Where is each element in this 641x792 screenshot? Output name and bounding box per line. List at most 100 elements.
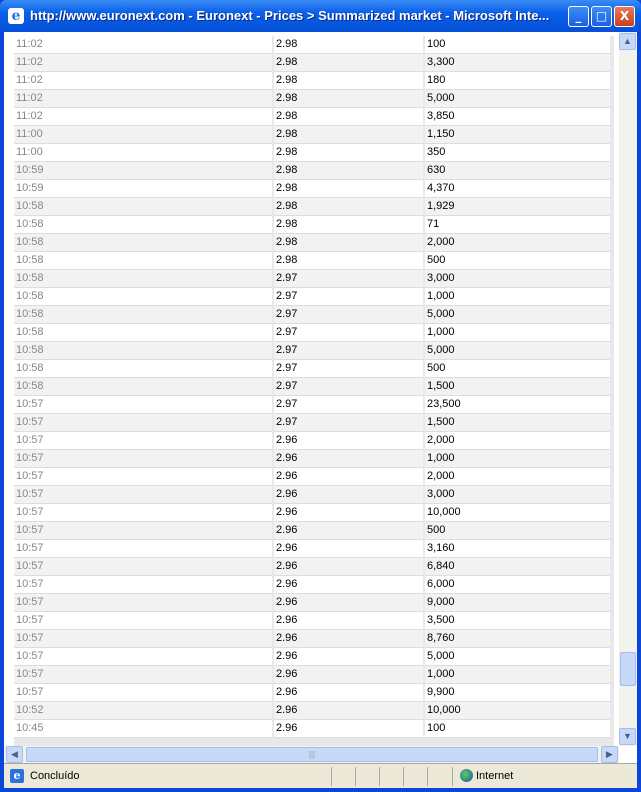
- volume-cell: 100: [425, 36, 610, 54]
- table-row: 10:58 2.98 71: [14, 216, 614, 234]
- scroll-down-icon[interactable]: ▼: [619, 728, 636, 745]
- time-cell: 11:02: [14, 36, 272, 54]
- table-row: 11:02 2.98 3,850: [14, 108, 614, 126]
- price-cell: 2.98: [274, 252, 423, 270]
- volume-cell: 2,000: [425, 432, 610, 450]
- volume-cell: 3,300: [425, 54, 610, 72]
- price-cell: 2.96: [274, 504, 423, 522]
- time-cell: 10:58: [14, 288, 272, 306]
- scroll-right-icon[interactable]: ▶: [601, 746, 618, 763]
- table-row: 10:58 2.97 5,000: [14, 306, 614, 324]
- volume-cell: 4,370: [425, 180, 610, 198]
- horizontal-scrollbar[interactable]: ◀ ||| ▶: [4, 746, 619, 763]
- price-cell: 2.96: [274, 432, 423, 450]
- time-cell: 10:57: [14, 540, 272, 558]
- volume-cell: 9,000: [425, 594, 610, 612]
- time-cell: 11:00: [14, 126, 272, 144]
- volume-cell: 180: [425, 72, 610, 90]
- time-cell: 10:57: [14, 414, 272, 432]
- price-cell: 2.98: [274, 108, 423, 126]
- table-row: 10:57 2.97 23,500: [14, 396, 614, 414]
- time-cell: 10:57: [14, 396, 272, 414]
- vertical-scrollbar[interactable]: ▲ ▼: [619, 32, 637, 746]
- volume-cell: 100: [425, 720, 610, 738]
- table-row: 10:57 2.96 3,000: [14, 486, 614, 504]
- volume-cell: 1,929: [425, 198, 610, 216]
- volume-cell: 1,000: [425, 666, 610, 684]
- volume-cell: 5,000: [425, 306, 610, 324]
- volume-cell: 3,160: [425, 540, 610, 558]
- volume-cell: 10,000: [425, 702, 610, 720]
- volume-cell: 500: [425, 360, 610, 378]
- window-title: http://www.euronext.com - Euronext - Pri…: [30, 8, 550, 23]
- volume-cell: 2,000: [425, 234, 610, 252]
- table-row: 10:59 2.98 630: [14, 162, 614, 180]
- internet-zone-globe-icon: [460, 769, 473, 782]
- table-row: 10:58 2.98 500: [14, 252, 614, 270]
- volume-cell: 6,000: [425, 576, 610, 594]
- price-cell: 2.97: [274, 270, 423, 288]
- close-button[interactable]: X: [614, 6, 635, 27]
- price-cell: 2.96: [274, 666, 423, 684]
- volume-cell: 1,000: [425, 324, 610, 342]
- page-content: 11:02 2.98 100 11:02 2.98 3,300 11:02 2.98 180 11…: [4, 32, 637, 763]
- scroll-up-icon[interactable]: ▲: [619, 33, 636, 50]
- price-cell: 2.98: [274, 234, 423, 252]
- title-bar: e http://www.euronext.com - Euronext - P…: [0, 0, 641, 32]
- maximize-button[interactable]: □: [591, 6, 612, 27]
- price-cell: 2.96: [274, 594, 423, 612]
- time-cell: 10:57: [14, 630, 272, 648]
- volume-cell: 3,850: [425, 108, 610, 126]
- volume-cell: 3,500: [425, 612, 610, 630]
- status-bar: e Concluído Internet: [4, 763, 637, 788]
- table-row: 10:58 2.97 1,500: [14, 378, 614, 396]
- horizontal-scroll-thumb[interactable]: |||: [26, 747, 598, 762]
- table-row: 10:58 2.98 2,000: [14, 234, 614, 252]
- price-cell: 2.97: [274, 396, 423, 414]
- price-cell: 2.96: [274, 648, 423, 666]
- volume-cell: 2,000: [425, 468, 610, 486]
- price-cell: 2.98: [274, 180, 423, 198]
- table-row: 10:58 2.97 5,000: [14, 342, 614, 360]
- time-cell: 10:45: [14, 720, 272, 738]
- time-cell: 10:57: [14, 558, 272, 576]
- price-cell: 2.98: [274, 162, 423, 180]
- time-cell: 11:02: [14, 90, 272, 108]
- table-row: 10:58 2.97 1,000: [14, 324, 614, 342]
- time-cell: 11:02: [14, 54, 272, 72]
- minimize-button[interactable]: _: [568, 6, 589, 27]
- status-text: Concluído: [30, 770, 80, 782]
- table-row: 10:57 2.96 1,000: [14, 666, 614, 684]
- price-cell: 2.96: [274, 486, 423, 504]
- table-row: 10:57 2.96 3,160: [14, 540, 614, 558]
- price-cell: 2.97: [274, 324, 423, 342]
- internet-explorer-icon: e: [8, 8, 24, 24]
- table-row: 10:57 2.96 6,000: [14, 576, 614, 594]
- price-cell: 2.96: [274, 630, 423, 648]
- volume-cell: 5,000: [425, 90, 610, 108]
- scroll-left-icon[interactable]: ◀: [6, 746, 23, 763]
- vertical-scroll-thumb[interactable]: [620, 652, 636, 686]
- volume-cell: 71: [425, 216, 610, 234]
- price-cell: 2.98: [274, 126, 423, 144]
- table-row: 10:57 2.96 6,840: [14, 558, 614, 576]
- time-cell: 10:59: [14, 180, 272, 198]
- price-cell: 2.97: [274, 288, 423, 306]
- time-cell: 10:58: [14, 378, 272, 396]
- table-row: 10:57 2.96 1,000: [14, 450, 614, 468]
- price-cell: 2.96: [274, 702, 423, 720]
- time-cell: 10:57: [14, 504, 272, 522]
- time-cell: 10:57: [14, 576, 272, 594]
- time-cell: 10:52: [14, 702, 272, 720]
- volume-cell: 3,000: [425, 486, 610, 504]
- price-cell: 2.98: [274, 36, 423, 54]
- volume-cell: 350: [425, 144, 610, 162]
- table-row: 11:00 2.98 350: [14, 144, 614, 162]
- time-cell: 10:58: [14, 198, 272, 216]
- price-cell: 2.96: [274, 576, 423, 594]
- table-row: 10:57 2.96 3,500: [14, 612, 614, 630]
- table-row: 11:02 2.98 100: [14, 36, 614, 54]
- time-cell: 10:57: [14, 684, 272, 702]
- security-zone: Internet: [476, 770, 514, 782]
- price-cell: 2.96: [274, 720, 423, 738]
